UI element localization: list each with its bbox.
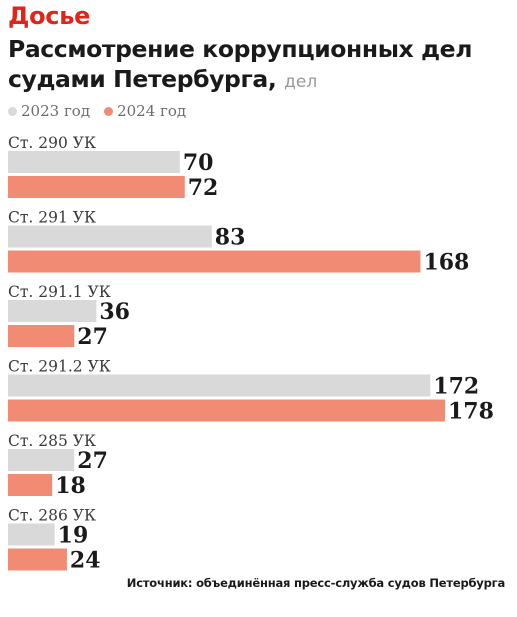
value-label-2023: 36 [99,299,130,325]
bar-2024 [8,474,53,496]
value-label-2024: 24 [70,548,101,574]
category-label: Ст. 291 УК [8,209,96,227]
value-label-2023: 70 [183,150,214,176]
value-label-2023: 19 [58,523,89,549]
bar-2023 [8,449,75,471]
legend-item-2023: 2023 год [8,102,90,120]
legend-swatch-2023 [8,106,17,116]
category-label: Ст. 291.2 УК [8,358,111,376]
value-label-2024: 72 [188,175,219,201]
source-note: Источник: объединённая пресс-служба судо… [126,576,505,590]
value-label-2023: 172 [433,374,479,400]
legend-item-2024: 2024 год [104,102,186,120]
bar-2024 [8,399,445,422]
bar-2023 [8,374,431,397]
kicker-dossier: Досье [8,2,91,30]
bar-2023 [8,523,55,546]
bar-2023 [8,300,97,322]
value-label-2023: 27 [77,448,108,474]
bar-2024 [8,250,421,273]
category-label: Ст. 291.1 УК [8,283,111,301]
value-label-2024: 168 [423,250,469,276]
chart-title: Рассмотрение коррупционных дел судами Пе… [8,34,513,97]
chart-title-text: Рассмотрение коррупционных дел судами Пе… [8,35,473,93]
bar-2024 [8,548,67,571]
bar-2024 [8,176,185,198]
value-label-2024: 178 [448,399,494,425]
legend-label-2024: 2024 год [117,102,187,120]
chart-unit: дел [284,72,318,92]
bar-2024 [8,325,75,347]
value-label-2023: 83 [215,225,246,251]
category-label: Ст. 285 УК [8,432,96,450]
bar-2023 [8,151,180,173]
legend: 2023 год 2024 год [8,101,200,121]
legend-swatch-2024 [104,106,114,116]
category-label: Ст. 290 УК [8,134,96,152]
bar-2023 [8,225,212,248]
value-label-2024: 27 [77,324,108,350]
value-label-2024: 18 [55,473,86,499]
category-label: Ст. 286 УК [8,507,96,525]
legend-label-2023: 2023 год [21,102,91,120]
